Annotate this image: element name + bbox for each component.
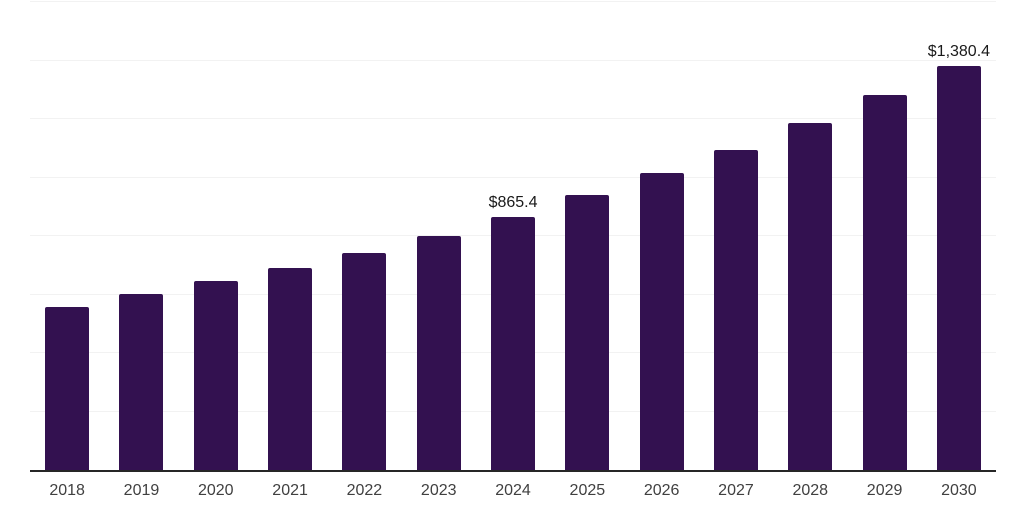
x-tick-label-2024: 2024 [495,482,531,499]
bar-value-label: $865.4 [488,193,538,211]
bar-slot [179,2,253,470]
bar-2027 [713,149,758,470]
x-tick-label-2021: 2021 [272,482,308,499]
gridline [30,1,996,2]
gridline [30,176,996,178]
bar-2018 [45,306,90,470]
x-axis-labels: 2018 2019 2020 2021 2022 2023 2024 2025 2026 2027… [30,482,996,500]
bar-2029 [862,95,907,470]
bar-slot [847,2,921,470]
x-tick-label-2025: 2025 [569,482,606,499]
bar-2028 [788,122,833,470]
bar-slot [253,2,327,470]
x-tick-label-2020: 2020 [197,482,234,499]
x-tick-label-2026: 2026 [643,482,680,499]
x-tick-label-2029: 2029 [866,482,903,499]
bar-slot [402,2,476,470]
bar-2021 [268,267,313,470]
bar-slot: $865.4 [476,2,550,470]
gridline [30,118,996,119]
bar-2025 [565,195,610,470]
x-tick-label-2030: 2030 [941,482,977,499]
x-tick-label-2022: 2022 [346,482,383,499]
x-tick-label-2027: 2027 [718,482,754,499]
bar-2026 [639,172,684,470]
bar-slot [327,2,401,470]
bar-2022 [342,252,387,470]
bar-slot [104,2,178,470]
bar-2020 [193,281,238,470]
bar-2023 [416,235,461,470]
bar-slot [699,2,773,470]
bar-slot [625,2,699,470]
x-tick-label-2023: 2023 [420,482,457,499]
bar-2019 [119,293,164,470]
bars-container: $865.4 $1,380.4 [30,2,996,470]
plot-area: $865.4 $1,380.4 [30,1,996,472]
x-tick-label-2028: 2028 [792,482,829,499]
x-tick-label-2018: 2018 [49,482,85,499]
bar-value-label: $1,380.4 [927,43,991,61]
x-tick-label-2019: 2019 [123,482,160,499]
bar-slot [773,2,847,470]
gridline [30,59,996,61]
bar-2030 [936,66,981,470]
bar-slot [550,2,624,470]
bar-2024 [491,216,536,470]
bar-slot: $1,380.4 [922,2,996,470]
bar-slot [30,2,104,470]
